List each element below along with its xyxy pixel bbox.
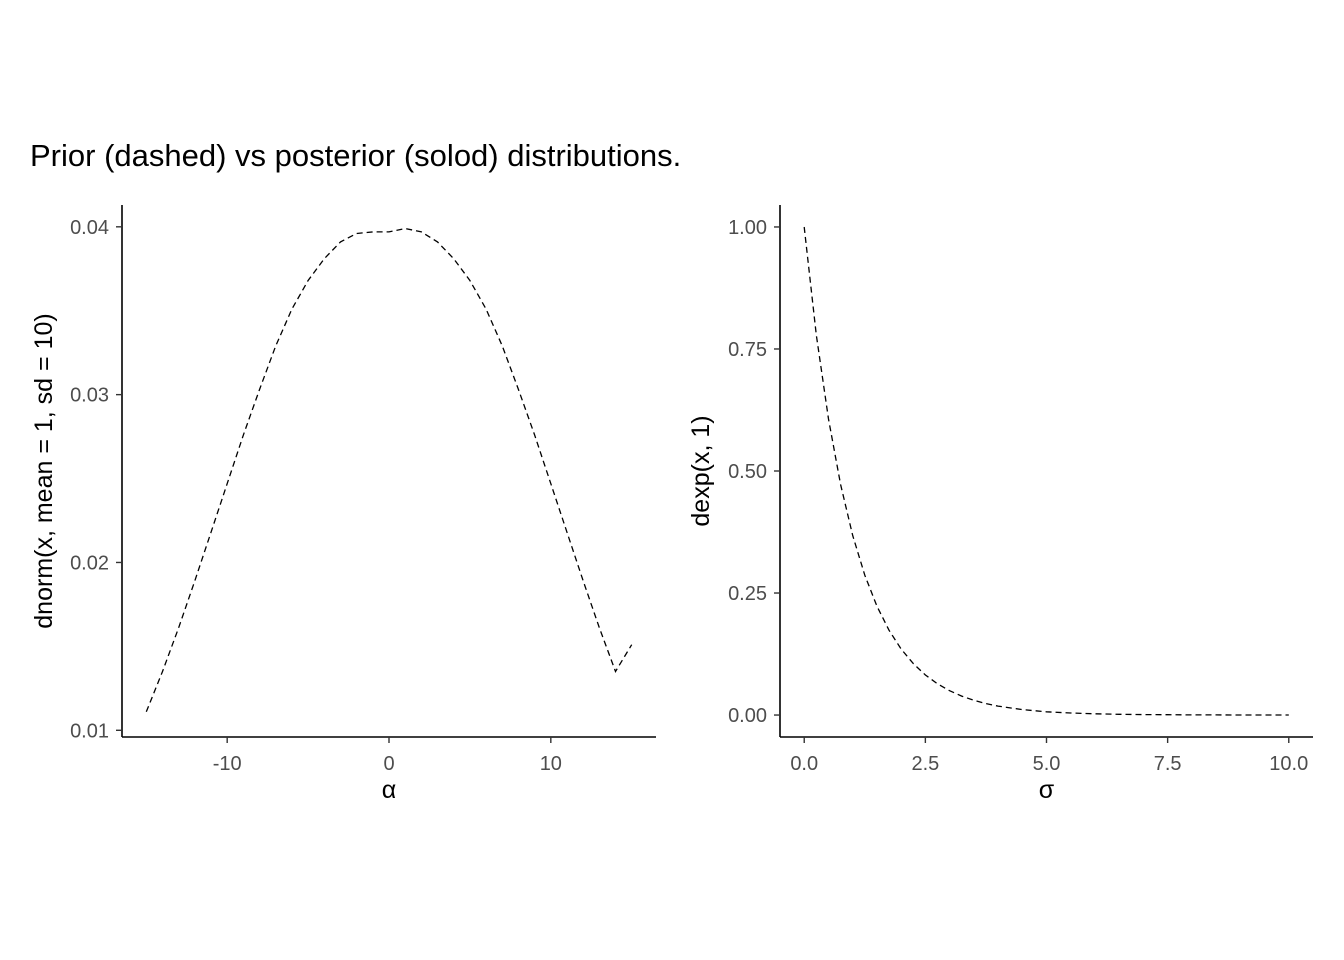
left-y-tick-label: 0.04: [70, 217, 109, 239]
left-y-axis-title: dnorm(x, mean = 1, sd = 10): [30, 313, 58, 628]
left-panel: 0.01 0.02 0.03 0.04 -10 0 10 α dnorm(x, mean = 1…: [30, 205, 656, 804]
left-y-tick-label: 0.02: [70, 552, 109, 574]
right-y-tick-label: 1.00: [728, 217, 767, 239]
left-x-tick-label: 0: [383, 753, 394, 775]
right-density-line: [803, 226, 1289, 716]
right-x-tick-label: 10.0: [1269, 753, 1308, 775]
right-x-tick-label: 2.5: [911, 753, 939, 775]
right-x-tick-label: 0.0: [790, 753, 818, 775]
left-y-tick-label: 0.01: [70, 720, 109, 742]
left-x-tick-label: -10: [213, 753, 242, 775]
right-y-tick-label: 0.50: [728, 461, 767, 483]
right-panel: 0.00 0.25 0.50 0.75 1.00 0.0 2.5 5.0 7.5 10.0 σ dex…: [687, 205, 1313, 804]
left-x-tick-label: 10: [540, 753, 562, 775]
right-x-tick-label: 5.0: [1033, 753, 1061, 775]
right-x-tick-label: 7.5: [1154, 753, 1182, 775]
right-y-tick-label: 0.00: [728, 705, 767, 727]
left-density-line: [145, 227, 633, 713]
left-x-axis-title: α: [382, 776, 396, 804]
right-y-tick-label: 0.25: [728, 583, 767, 605]
right-x-axis-title: σ: [1039, 776, 1055, 804]
figure-title: Prior (dashed) vs posterior (solod) dist…: [30, 138, 682, 173]
left-y-tick-label: 0.03: [70, 385, 109, 407]
right-y-tick-label: 0.75: [728, 339, 767, 361]
right-y-axis-title: dexp(x, 1): [687, 415, 715, 526]
